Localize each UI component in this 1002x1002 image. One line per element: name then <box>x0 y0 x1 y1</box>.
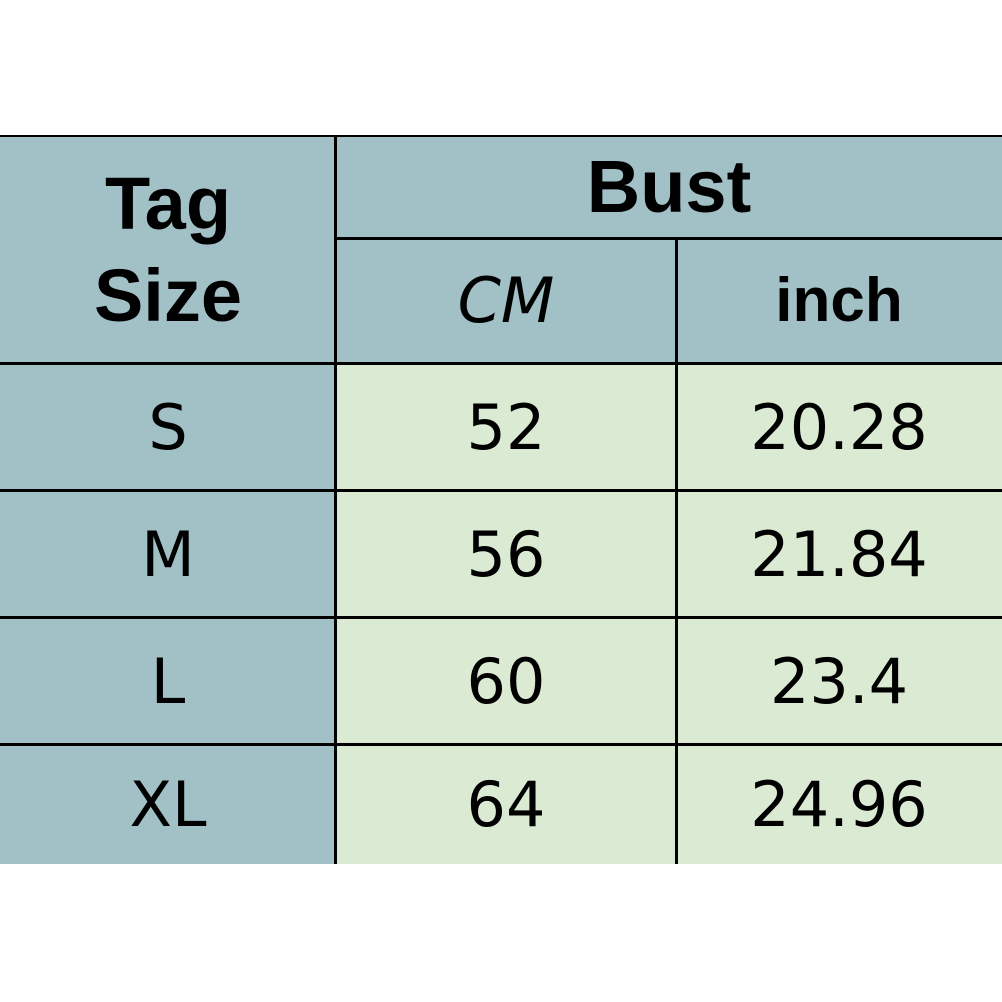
cm-cell: 60 <box>336 618 676 745</box>
grid-line <box>0 362 1002 365</box>
header-bust: Bust <box>336 136 1002 238</box>
header-inch: inch <box>676 238 1002 364</box>
grid-line <box>675 238 678 864</box>
cm-cell: 56 <box>336 491 676 618</box>
grid-line <box>334 136 337 864</box>
grid-line <box>0 743 1002 746</box>
header-size: Size <box>93 254 243 337</box>
inch-cell: 20.28 <box>676 364 1002 491</box>
header-tag-size: Tag Size <box>0 136 336 364</box>
grid-line <box>336 237 1002 240</box>
grid-line <box>0 135 1002 137</box>
size-cell: L <box>0 618 336 745</box>
size-cell: S <box>0 364 336 491</box>
cm-cell: 52 <box>336 364 676 491</box>
size-cell: M <box>0 491 336 618</box>
header-tag: Tag <box>104 161 232 245</box>
inch-cell: 21.84 <box>676 491 1002 618</box>
grid-line <box>0 489 1002 492</box>
inch-cell: 24.96 <box>676 745 1002 864</box>
cm-cell: 64 <box>336 745 676 864</box>
size-cell: XL <box>0 745 336 864</box>
header-cm: CM <box>336 238 676 364</box>
inch-cell: 23.4 <box>676 618 1002 745</box>
grid-line <box>0 616 1002 619</box>
